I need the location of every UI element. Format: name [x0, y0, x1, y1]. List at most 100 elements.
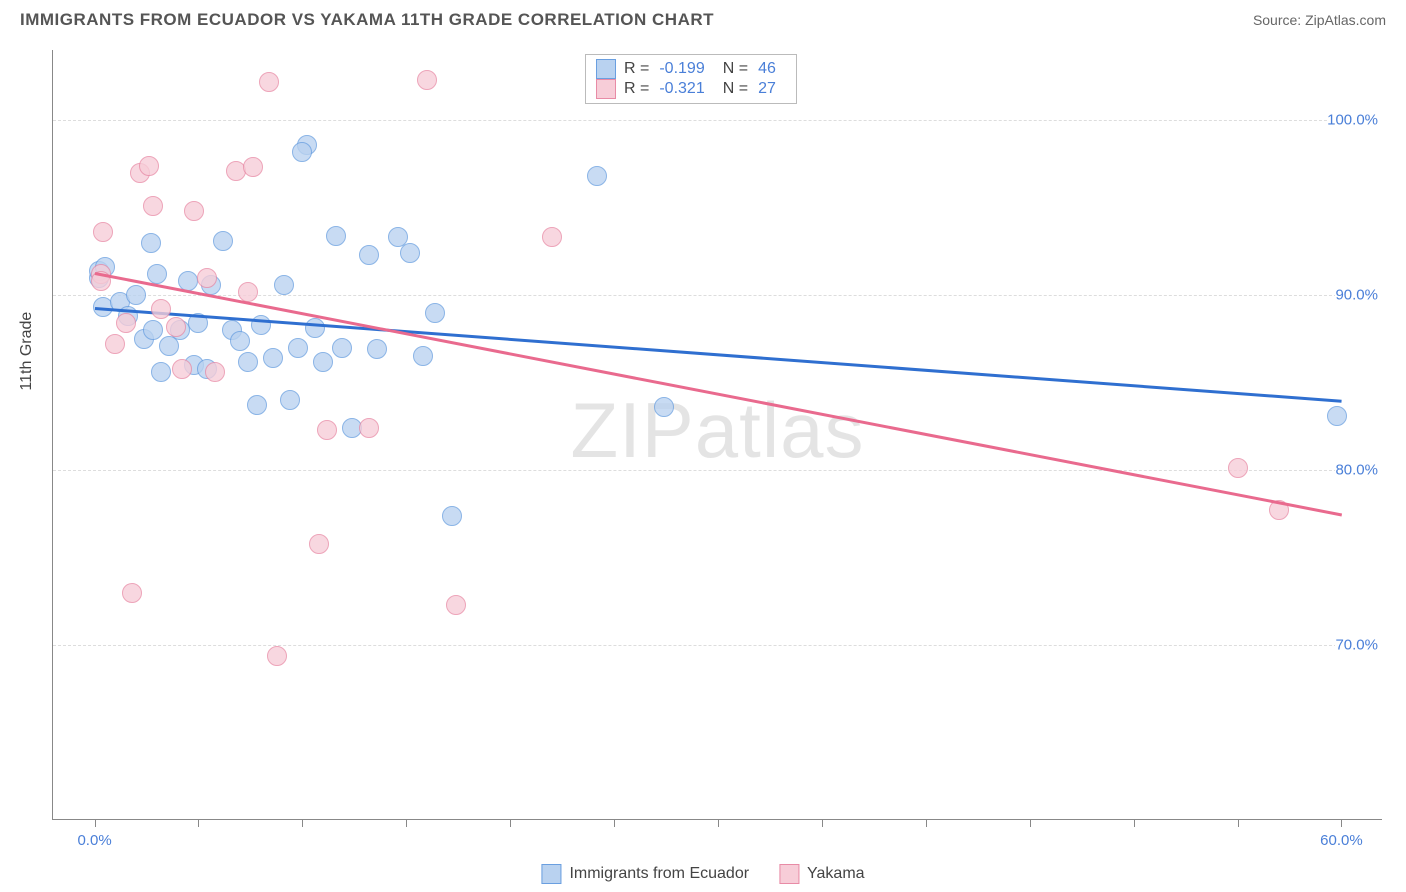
legend-n-value: 46 — [758, 60, 776, 78]
y-tick-label: 80.0% — [1335, 462, 1384, 479]
data-point — [141, 233, 161, 253]
legend-swatch — [541, 864, 561, 884]
data-point — [442, 506, 462, 526]
data-point — [147, 264, 167, 284]
data-point — [143, 196, 163, 216]
x-tick — [718, 819, 719, 827]
x-tick — [614, 819, 615, 827]
x-tick — [510, 819, 511, 827]
data-point — [326, 226, 346, 246]
data-point — [126, 285, 146, 305]
data-point — [122, 583, 142, 603]
data-point — [305, 318, 325, 338]
data-point — [213, 231, 233, 251]
source-credit: Source: ZipAtlas.com — [1253, 12, 1386, 28]
legend-swatch — [596, 59, 616, 79]
legend-swatch — [596, 79, 616, 99]
x-tick — [926, 819, 927, 827]
x-tick — [822, 819, 823, 827]
x-tick — [1030, 819, 1031, 827]
data-point — [238, 352, 258, 372]
source-name: ZipAtlas.com — [1305, 12, 1386, 28]
source-prefix: Source: — [1253, 12, 1305, 28]
data-point — [1228, 458, 1248, 478]
data-point — [309, 534, 329, 554]
legend-r-label: R = — [624, 80, 649, 98]
data-point — [105, 334, 125, 354]
legend-row: R = -0.321 N = 27 — [596, 79, 786, 99]
data-point — [425, 303, 445, 323]
x-tick — [1238, 819, 1239, 827]
data-point — [263, 348, 283, 368]
legend-row: R = -0.199 N = 46 — [596, 59, 786, 79]
legend-n-label: N = — [723, 80, 748, 98]
series-legend: Immigrants from Ecuador Yakama — [541, 864, 864, 884]
data-point — [654, 397, 674, 417]
data-point — [367, 339, 387, 359]
gridline — [53, 645, 1382, 646]
legend-r-label: R = — [624, 60, 649, 78]
data-point — [359, 418, 379, 438]
legend-r-value: -0.199 — [659, 60, 704, 78]
x-tick-label: 0.0% — [77, 832, 111, 849]
data-point — [288, 338, 308, 358]
y-tick-label: 100.0% — [1327, 112, 1384, 129]
legend-r-value: -0.321 — [659, 80, 704, 98]
watermark-text: ZIPatlas — [570, 384, 864, 475]
data-point — [259, 72, 279, 92]
y-tick-label: 90.0% — [1335, 287, 1384, 304]
data-point — [116, 313, 136, 333]
correlation-legend: R = -0.199 N = 46 R = -0.321 N = 27 — [585, 54, 797, 104]
data-point — [359, 245, 379, 265]
data-point — [1327, 406, 1347, 426]
data-point — [151, 299, 171, 319]
legend-n-value: 27 — [758, 80, 776, 98]
data-point — [413, 346, 433, 366]
data-point — [166, 317, 186, 337]
data-point — [313, 352, 333, 372]
legend-swatch — [779, 864, 799, 884]
chart-title: IMMIGRANTS FROM ECUADOR VS YAKAMA 11TH G… — [20, 10, 714, 30]
data-point — [417, 70, 437, 90]
legend-item: Immigrants from Ecuador — [541, 864, 749, 884]
y-axis-label: 11th Grade — [18, 312, 36, 391]
data-point — [251, 315, 271, 335]
data-point — [205, 362, 225, 382]
data-point — [243, 157, 263, 177]
data-point — [587, 166, 607, 186]
data-point — [172, 359, 192, 379]
gridline — [53, 120, 1382, 121]
data-point — [238, 282, 258, 302]
legend-item: Yakama — [779, 864, 865, 884]
data-point — [332, 338, 352, 358]
data-point — [542, 227, 562, 247]
legend-label: Immigrants from Ecuador — [569, 865, 749, 883]
y-tick-label: 70.0% — [1335, 637, 1384, 654]
legend-n-label: N = — [723, 60, 748, 78]
data-point — [317, 420, 337, 440]
header-bar: IMMIGRANTS FROM ECUADOR VS YAKAMA 11TH G… — [0, 0, 1406, 36]
x-tick — [406, 819, 407, 827]
data-point — [267, 646, 287, 666]
data-point — [197, 268, 217, 288]
scatter-chart: ZIPatlas R = -0.199 N = 46 R = -0.321 N = 27 70… — [52, 50, 1382, 820]
x-tick — [1341, 819, 1342, 827]
data-point — [446, 595, 466, 615]
data-point — [400, 243, 420, 263]
gridline — [53, 470, 1382, 471]
data-point — [274, 275, 294, 295]
data-point — [292, 142, 312, 162]
data-point — [184, 201, 204, 221]
data-point — [280, 390, 300, 410]
x-tick — [198, 819, 199, 827]
x-tick-label: 60.0% — [1320, 832, 1363, 849]
data-point — [247, 395, 267, 415]
x-tick — [95, 819, 96, 827]
data-point — [143, 320, 163, 340]
data-point — [93, 222, 113, 242]
x-tick — [1134, 819, 1135, 827]
data-point — [230, 331, 250, 351]
data-point — [139, 156, 159, 176]
x-tick — [302, 819, 303, 827]
legend-label: Yakama — [807, 865, 865, 883]
